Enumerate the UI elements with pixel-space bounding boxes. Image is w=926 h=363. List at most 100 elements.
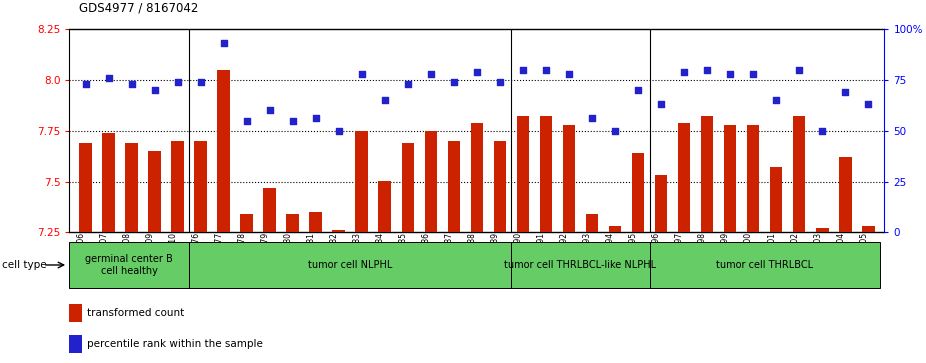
- Bar: [218, 70, 230, 232]
- Text: tumor cell THRLBCL: tumor cell THRLBCL: [716, 260, 813, 270]
- Bar: [69, 304, 82, 322]
- Point: [539, 67, 554, 73]
- Text: GSM1143701: GSM1143701: [767, 232, 776, 283]
- Bar: [862, 226, 874, 232]
- Point: [631, 87, 645, 93]
- Text: GSM1143690: GSM1143690: [514, 232, 523, 284]
- Bar: [356, 131, 369, 232]
- Text: GSM1143702: GSM1143702: [790, 232, 799, 283]
- Point: [469, 69, 484, 75]
- Bar: [724, 125, 736, 232]
- Point: [838, 89, 853, 95]
- Point: [792, 67, 807, 73]
- Text: GSM1143692: GSM1143692: [560, 232, 569, 283]
- Text: GSM1143678: GSM1143678: [238, 232, 246, 283]
- Bar: [585, 214, 598, 232]
- Point: [332, 128, 346, 134]
- Bar: [746, 125, 759, 232]
- Point: [217, 40, 232, 46]
- Text: GSM1143705: GSM1143705: [859, 232, 869, 284]
- Text: GSM1143699: GSM1143699: [721, 232, 730, 284]
- Bar: [80, 143, 92, 232]
- Text: GSM1143684: GSM1143684: [376, 232, 385, 283]
- Bar: [608, 226, 621, 232]
- Bar: [678, 123, 691, 232]
- Point: [194, 79, 208, 85]
- Text: transformed count: transformed count: [87, 308, 184, 318]
- Point: [378, 97, 393, 103]
- Bar: [770, 167, 782, 232]
- Text: GSM1143680: GSM1143680: [283, 232, 293, 283]
- Text: GSM1143677: GSM1143677: [215, 232, 224, 284]
- Bar: [241, 214, 253, 232]
- Bar: [309, 212, 322, 232]
- Point: [285, 118, 300, 123]
- Text: GSM1143683: GSM1143683: [353, 232, 362, 283]
- Text: GSM1143681: GSM1143681: [307, 232, 316, 283]
- Text: GSM1143676: GSM1143676: [192, 232, 201, 284]
- Point: [400, 81, 415, 87]
- Text: GSM1143694: GSM1143694: [606, 232, 615, 284]
- Bar: [655, 175, 668, 232]
- Bar: [816, 228, 829, 232]
- FancyBboxPatch shape: [69, 242, 189, 288]
- Point: [677, 69, 692, 75]
- Point: [493, 79, 507, 85]
- Point: [607, 128, 622, 134]
- Text: GSM1143691: GSM1143691: [537, 232, 546, 283]
- Bar: [494, 141, 507, 232]
- Bar: [517, 117, 530, 232]
- Text: GSM1143693: GSM1143693: [583, 232, 592, 284]
- Text: GSM1143685: GSM1143685: [399, 232, 407, 283]
- Point: [815, 128, 830, 134]
- Text: GSM1143689: GSM1143689: [491, 232, 500, 283]
- Point: [147, 87, 162, 93]
- Text: GSM1143706: GSM1143706: [77, 232, 85, 284]
- Point: [700, 67, 715, 73]
- Bar: [286, 214, 299, 232]
- Point: [308, 115, 323, 121]
- Text: GSM1143696: GSM1143696: [652, 232, 661, 284]
- Point: [78, 81, 93, 87]
- Bar: [148, 151, 161, 232]
- Text: percentile rank within the sample: percentile rank within the sample: [87, 339, 263, 349]
- Text: GSM1143707: GSM1143707: [100, 232, 108, 284]
- Text: tumor cell THRLBCL-like NLPHL: tumor cell THRLBCL-like NLPHL: [505, 260, 657, 270]
- Point: [516, 67, 531, 73]
- Bar: [102, 133, 115, 232]
- Text: GSM1143679: GSM1143679: [261, 232, 269, 284]
- Bar: [194, 141, 207, 232]
- Text: GSM1143697: GSM1143697: [675, 232, 684, 284]
- Bar: [540, 117, 552, 232]
- Text: GSM1143695: GSM1143695: [629, 232, 638, 284]
- Bar: [701, 117, 713, 232]
- Text: tumor cell NLPHL: tumor cell NLPHL: [308, 260, 393, 270]
- Point: [861, 101, 876, 107]
- Point: [262, 107, 277, 113]
- Bar: [793, 117, 806, 232]
- Text: GSM1143704: GSM1143704: [836, 232, 845, 284]
- Text: GSM1143709: GSM1143709: [145, 232, 155, 284]
- Bar: [125, 143, 138, 232]
- Bar: [379, 182, 391, 232]
- Text: GSM1143687: GSM1143687: [444, 232, 454, 283]
- Point: [101, 75, 116, 81]
- Text: GSM1143710: GSM1143710: [169, 232, 178, 283]
- FancyBboxPatch shape: [189, 242, 511, 288]
- Point: [561, 71, 576, 77]
- Point: [355, 71, 369, 77]
- FancyBboxPatch shape: [511, 242, 649, 288]
- Point: [769, 97, 783, 103]
- Text: GSM1143700: GSM1143700: [745, 232, 753, 284]
- Text: germinal center B
cell healthy: germinal center B cell healthy: [85, 254, 173, 276]
- Bar: [839, 157, 852, 232]
- Point: [423, 71, 438, 77]
- Point: [745, 71, 760, 77]
- Bar: [69, 335, 82, 353]
- Point: [584, 115, 599, 121]
- Bar: [171, 141, 184, 232]
- Bar: [332, 230, 345, 232]
- Text: GSM1143708: GSM1143708: [122, 232, 131, 283]
- Bar: [632, 153, 644, 232]
- Bar: [263, 188, 276, 232]
